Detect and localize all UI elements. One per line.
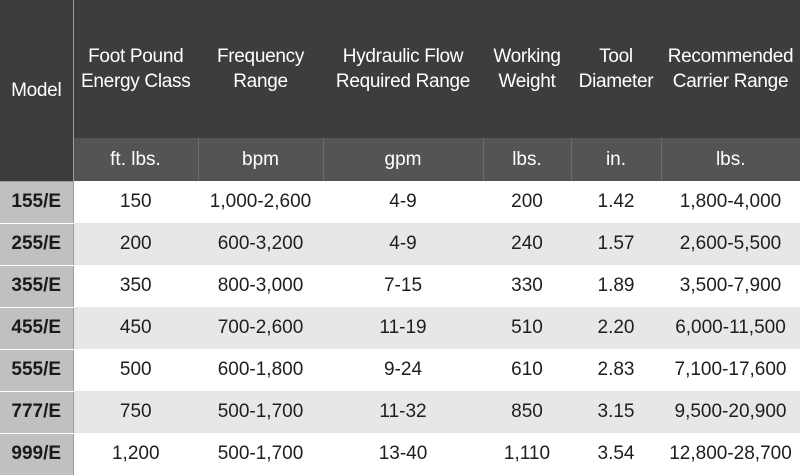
working-weight-cell: 240 (483, 223, 571, 265)
carrier-range-header: Recommended Carrier Range (661, 0, 800, 138)
model-cell: 155/E (0, 181, 74, 224)
carrier-range-cell: 1,800-4,000 (661, 181, 800, 223)
hydraulic-flow-cell: 7-15 (323, 265, 483, 307)
carrier-range-unit: lbs. (660, 138, 800, 181)
frequency-range-cell: 1,000-2,600 (198, 181, 323, 223)
carrier-range-cell: 6,000-11,500 (661, 307, 800, 349)
carrier-range-cell: 2,600-5,500 (661, 223, 800, 265)
hydraulic-flow-cell: 11-19 (323, 307, 483, 349)
tool-diameter-cell: 3.54 (571, 433, 661, 475)
carrier-range-cell: 9,500-20,900 (661, 391, 800, 433)
working-weight-cell: 610 (483, 349, 571, 391)
hydraulic-flow-cell: 9-24 (323, 349, 483, 391)
table-row: 155/E 150 1,000-2,600 4-9 200 1.42 1,800… (0, 181, 800, 224)
energy-class-cell: 1,200 (73, 433, 198, 475)
frequency-range-cell: 700-2,600 (198, 307, 323, 349)
working-weight-cell: 510 (483, 307, 571, 349)
frequency-range-cell: 500-1,700 (198, 391, 323, 433)
frequency-range-cell: 600-3,200 (198, 223, 323, 265)
energy-class-cell: 750 (73, 391, 198, 433)
hydraulic-flow-cell: 11-32 (323, 391, 483, 433)
tool-diameter-cell: 1.42 (571, 181, 661, 223)
frequency-range-cell: 800-3,000 (198, 265, 323, 307)
tool-diameter-cell: 2.20 (571, 307, 661, 349)
carrier-range-cell: 7,100-17,600 (661, 349, 800, 391)
energy-class-header: Foot Pound Energy Class (73, 0, 198, 138)
carrier-range-cell: 3,500-7,900 (661, 265, 800, 307)
column-header-row: Model Foot Pound Energy Class Frequency … (0, 0, 800, 182)
working-weight-cell: 330 (483, 265, 571, 307)
tool-diameter-cell: 1.89 (571, 265, 661, 307)
tool-diameter-header: Tool Diameter (571, 0, 661, 138)
hydraulic-flow-cell: 4-9 (323, 181, 483, 223)
model-cell: 555/E (0, 349, 74, 392)
energy-class-cell: 450 (73, 307, 198, 349)
energy-class-cell: 500 (73, 349, 198, 391)
frequency-range-unit: bpm (197, 138, 323, 181)
table-row: 777/E 750 500-1,700 11-32 850 3.15 9,500… (0, 391, 800, 434)
model-cell: 777/E (0, 391, 74, 434)
model-cell: 355/E (0, 265, 74, 308)
model-cell: 455/E (0, 307, 74, 350)
working-weight-cell: 850 (483, 391, 571, 433)
table-row: 455/E 450 700-2,600 11-19 510 2.20 6,000… (0, 307, 800, 350)
carrier-range-cell: 12,800-28,700 (661, 433, 800, 475)
energy-class-cell: 150 (73, 181, 198, 223)
table-row: 255/E 200 600-3,200 4-9 240 1.57 2,600-5… (0, 223, 800, 266)
working-weight-unit: lbs. (482, 138, 571, 181)
hydraulic-flow-cell: 4-9 (323, 223, 483, 265)
working-weight-header: Working Weight (483, 0, 571, 138)
model-column-header: Model (0, 0, 74, 182)
tool-diameter-cell: 1.57 (571, 223, 661, 265)
hydraulic-flow-unit: gpm (322, 138, 483, 181)
frequency-range-cell: 500-1,700 (198, 433, 323, 475)
energy-class-unit: ft. lbs. (73, 138, 198, 181)
unit-header-row: ft. lbs. bpm gpm lbs. in. lbs. (0, 138, 800, 181)
frequency-range-header: Frequency Range (198, 0, 323, 138)
tool-diameter-cell: 2.83 (571, 349, 661, 391)
hydraulic-flow-cell: 13-40 (323, 433, 483, 475)
energy-class-cell: 350 (73, 265, 198, 307)
table-row: 355/E 350 800-3,000 7-15 330 1.89 3,500-… (0, 265, 800, 308)
model-cell: 999/E (0, 433, 74, 476)
model-cell: 255/E (0, 223, 74, 266)
energy-class-cell: 200 (73, 223, 198, 265)
frequency-range-cell: 600-1,800 (198, 349, 323, 391)
tool-diameter-cell: 3.15 (571, 391, 661, 433)
tool-diameter-unit: in. (570, 138, 661, 181)
table-row: 555/E 500 600-1,800 9-24 610 2.83 7,100-… (0, 349, 800, 392)
working-weight-cell: 1,110 (483, 433, 571, 475)
hydraulic-flow-header: Hydraulic Flow Required Range (323, 0, 483, 138)
working-weight-cell: 200 (483, 181, 571, 223)
table-row: 999/E 1,200 500-1,700 13-40 1,110 3.54 1… (0, 433, 800, 476)
